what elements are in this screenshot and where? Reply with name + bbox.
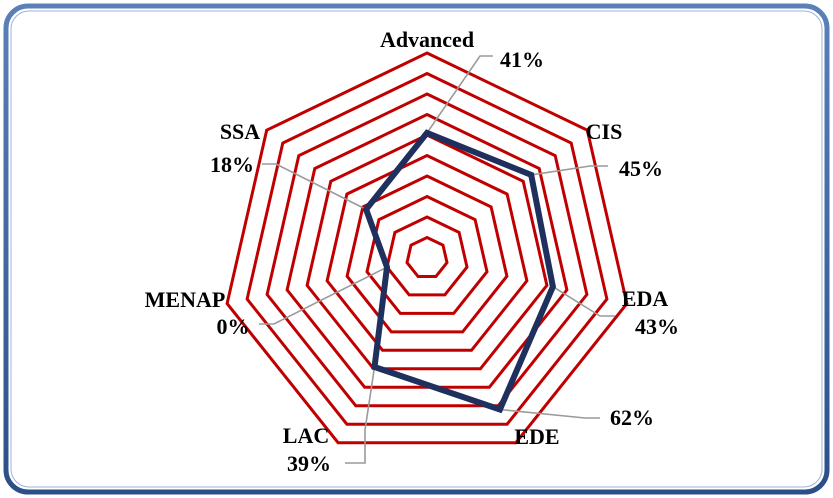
category-label-advanced: Advanced	[380, 27, 474, 52]
leader-lines	[259, 55, 615, 464]
category-label-ede: EDE	[514, 424, 559, 449]
leader-line-advanced	[426, 55, 493, 134]
grid-ring-1	[385, 215, 469, 297]
value-label-ssa: 18%	[210, 152, 254, 177]
leader-line-cis	[531, 165, 608, 176]
grid-ring-7	[265, 92, 589, 408]
grid-ring-8	[245, 71, 609, 426]
grid-ring-4	[325, 153, 529, 352]
radar-grid	[225, 51, 629, 445]
category-label-lac: LAC	[283, 423, 329, 448]
value-label-ede: 62%	[610, 405, 654, 430]
value-label-advanced: 41%	[500, 47, 544, 72]
value-label-eda: 43%	[635, 314, 679, 339]
grid-ring-5	[305, 133, 549, 371]
category-label-menap: MENAP	[145, 287, 226, 312]
series-line	[362, 129, 557, 414]
value-label-cis: 45%	[619, 156, 663, 181]
leader-line-ede	[499, 408, 600, 419]
leader-line-ssa	[262, 163, 367, 211]
value-label-lac: 39%	[287, 451, 331, 476]
leader-line-menap	[259, 266, 388, 325]
category-label-eda: EDA	[622, 286, 669, 311]
category-label-cis: CIS	[586, 119, 623, 144]
radar-labels: Advanced 41% CIS 45% EDA 43% EDE 62% LAC 39% MENAP…	[145, 27, 679, 476]
leader-line-lac	[345, 366, 376, 464]
category-label-ssa: SSA	[220, 119, 260, 144]
value-label-menap: 0%	[217, 314, 250, 339]
leader-line-eda	[552, 286, 615, 317]
grid-ring-3	[345, 174, 509, 334]
grid-ring-0	[405, 235, 449, 278]
grid-ring-2	[365, 194, 489, 315]
grid-ring-9	[225, 51, 629, 445]
radar-series	[362, 129, 557, 414]
